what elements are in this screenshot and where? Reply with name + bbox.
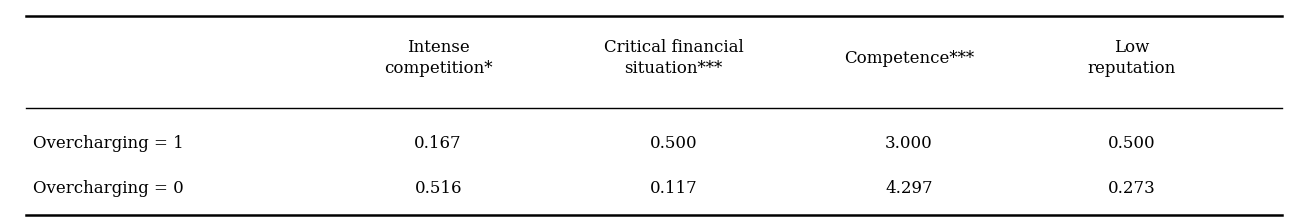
Text: Overcharging = 1: Overcharging = 1 [33, 135, 183, 152]
Text: 3.000: 3.000 [886, 135, 933, 152]
Text: Critical financial
situation***: Critical financial situation*** [604, 39, 743, 77]
Text: 0.500: 0.500 [650, 135, 697, 152]
Text: 0.167: 0.167 [415, 135, 462, 152]
Text: 4.297: 4.297 [886, 180, 933, 197]
Text: 0.117: 0.117 [650, 180, 697, 197]
Text: 0.500: 0.500 [1108, 135, 1155, 152]
Text: Intense
competition*: Intense competition* [385, 39, 492, 77]
Text: Overcharging = 0: Overcharging = 0 [33, 180, 183, 197]
Text: 0.273: 0.273 [1108, 180, 1155, 197]
Text: Competence***: Competence*** [844, 50, 974, 67]
Text: 0.516: 0.516 [415, 180, 462, 197]
Text: Low
reputation: Low reputation [1087, 39, 1176, 77]
